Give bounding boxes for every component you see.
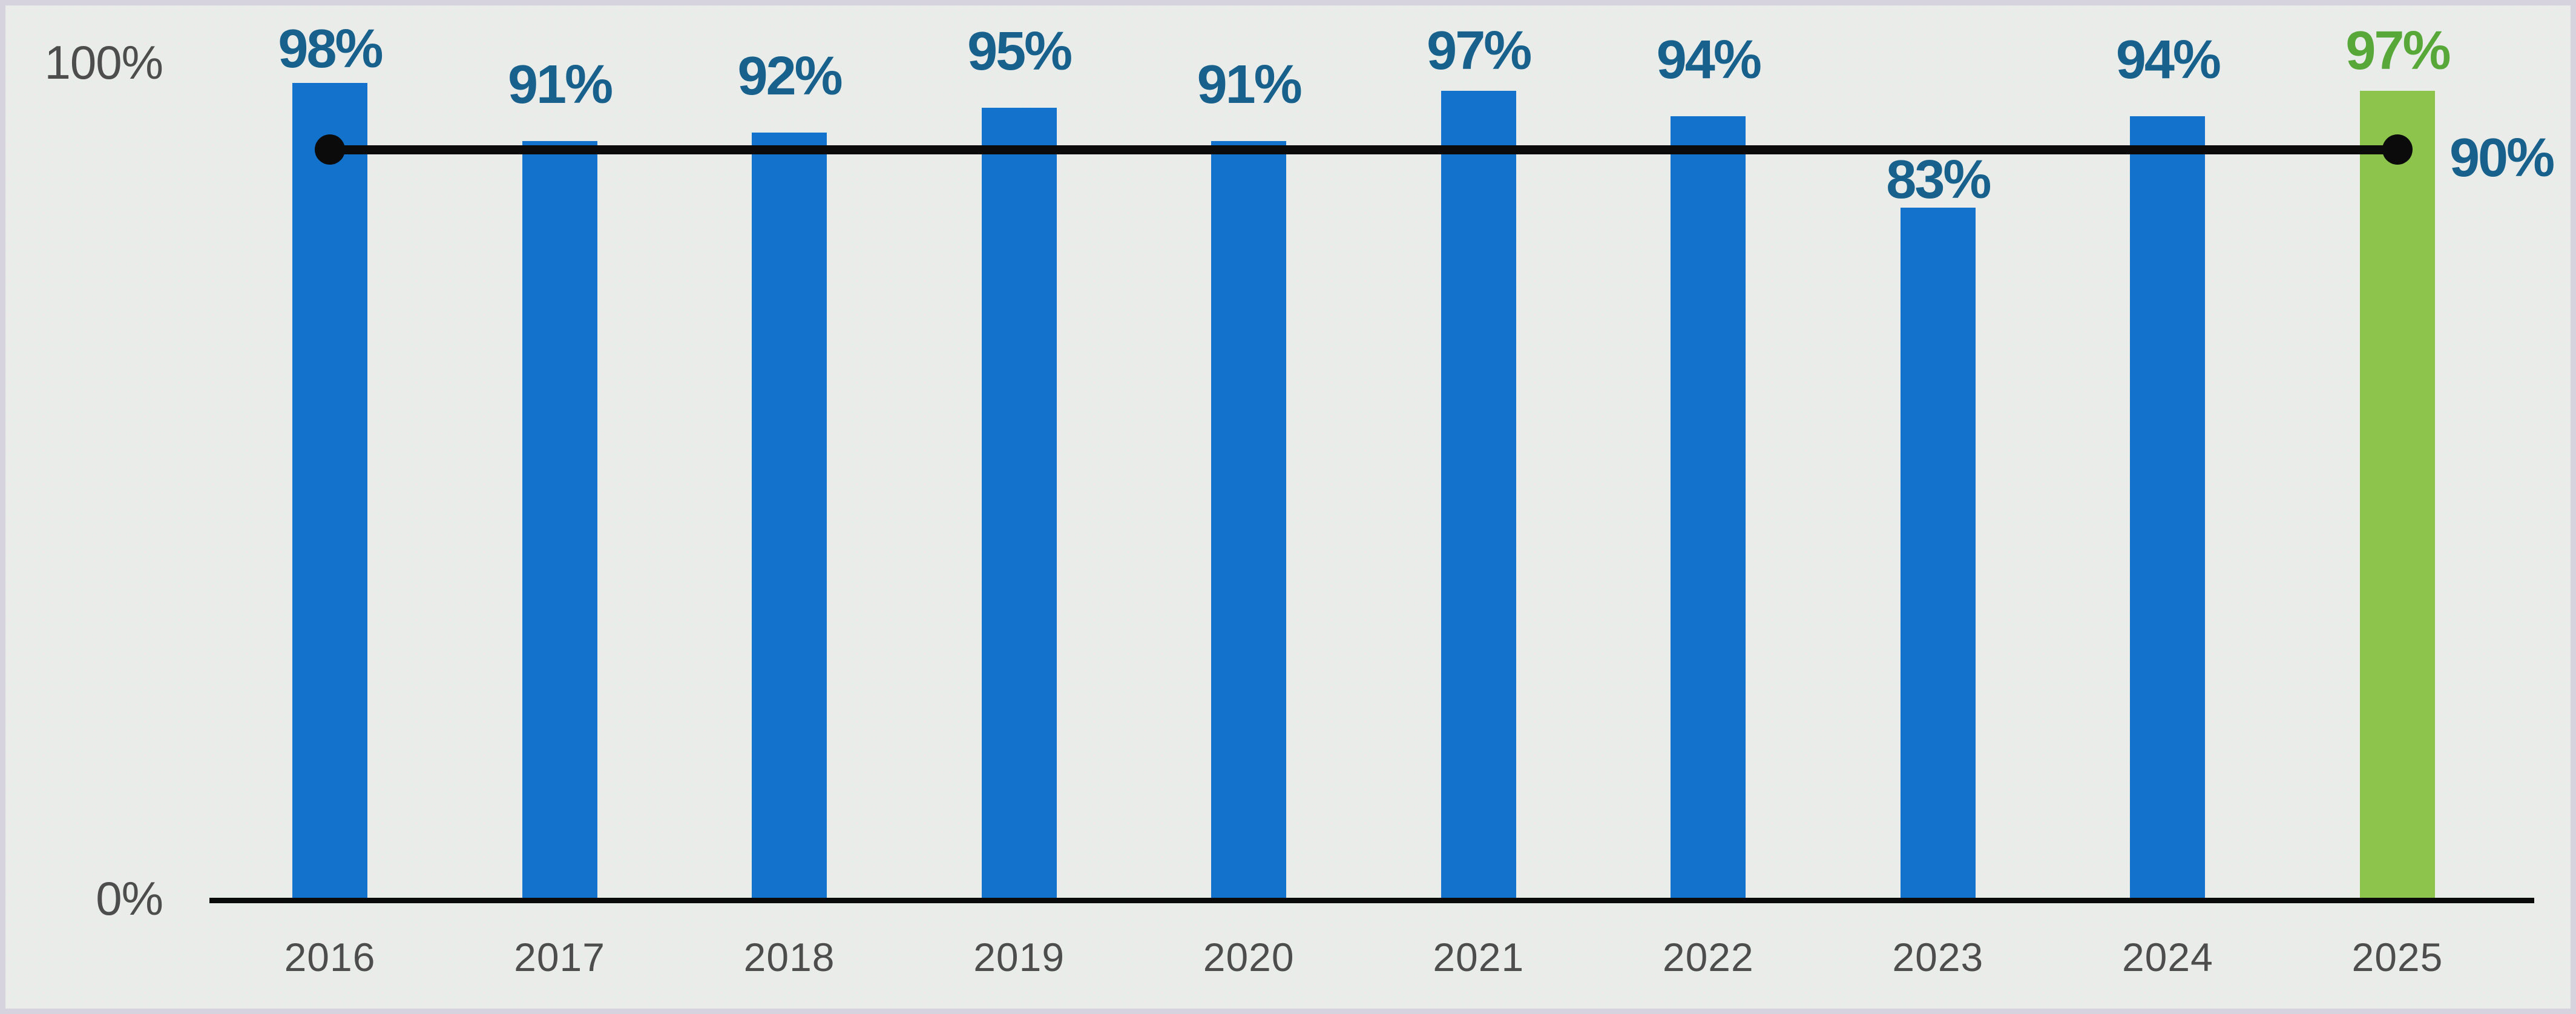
reference-line-start-marker (315, 134, 345, 165)
bar-2018 (752, 133, 827, 903)
reference-line-end-marker (2382, 134, 2413, 165)
value-label-2022: 94% (1656, 29, 1762, 90)
value-label-2017: 91% (507, 54, 613, 116)
bar-2017 (522, 141, 597, 903)
x-tick-2018: 2018 (743, 935, 835, 979)
bar-2024 (2130, 116, 2206, 903)
x-tick-2020: 2020 (1203, 935, 1295, 979)
x-tick-2019: 2019 (973, 935, 1065, 979)
bar-2025 (2359, 91, 2435, 903)
value-label-2024: 94% (2115, 29, 2221, 90)
x-tick-2025: 2025 (2351, 935, 2443, 979)
reference-line (330, 145, 2397, 154)
reference-line-label: 90% (2450, 128, 2555, 188)
value-label-2020: 91% (1197, 54, 1303, 116)
value-label-2023: 83% (1886, 150, 1991, 210)
x-axis-baseline (209, 898, 2534, 903)
x-tick-2022: 2022 (1662, 935, 1754, 979)
y-axis-tick-0: 0% (96, 872, 163, 925)
value-label-2025: 97% (2345, 21, 2451, 81)
value-label-2021: 97% (1427, 21, 1532, 81)
x-tick-2016: 2016 (284, 935, 376, 979)
value-label-2018: 92% (737, 46, 843, 107)
x-tick-2021: 2021 (1433, 935, 1525, 979)
bar-2023 (1900, 208, 1976, 903)
x-tick-2023: 2023 (1892, 935, 1984, 979)
x-tick-2017: 2017 (514, 935, 605, 979)
bar-2019 (981, 107, 1057, 903)
bar-2016 (292, 82, 367, 903)
value-label-2019: 95% (967, 21, 1073, 82)
bar-2020 (1211, 141, 1287, 903)
value-label-2016: 98% (278, 19, 383, 79)
x-tick-2024: 2024 (2121, 935, 2213, 979)
y-axis-tick-100: 100% (44, 36, 164, 89)
bar-2021 (1441, 91, 1516, 903)
bar-2022 (1671, 116, 1746, 903)
